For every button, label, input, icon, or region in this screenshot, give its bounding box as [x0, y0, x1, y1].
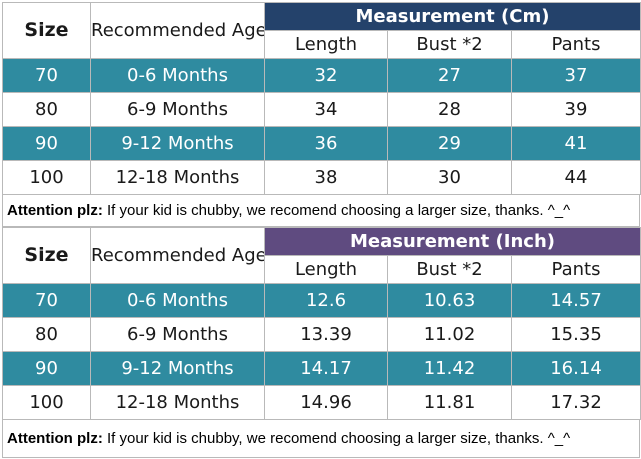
age-cell: 12-18 Months — [90, 160, 265, 195]
length-cell: 34 — [264, 92, 388, 127]
size-cell: 70 — [2, 283, 91, 318]
table-header-row: Size Recommended Age Measurement (Inch) — [2, 227, 641, 284]
table-row: 70 0-6 Months 12.6 10.63 14.57 — [2, 283, 641, 318]
bust-cell: 11.42 — [387, 351, 512, 386]
measurement-cm-header: Measurement (Cm) — [264, 2, 641, 31]
table-row: 70 0-6 Months 32 27 37 — [2, 58, 641, 93]
pants-cell: 41 — [511, 126, 641, 161]
table-row: 90 9-12 Months 14.17 11.42 16.14 — [2, 351, 641, 386]
attention-note-text: If your kid is chubby, we recomend choos… — [102, 202, 571, 219]
attention-note: Attention plz: If your kid is chubby, we… — [2, 194, 640, 227]
measurement-inch-header: Measurement (Inch) — [263, 227, 641, 256]
bust-cell: 30 — [387, 160, 512, 195]
table-row: 80 6-9 Months 34 28 39 — [2, 92, 641, 127]
bust-cell: 11.81 — [387, 385, 512, 420]
age-cell: 6-9 Months — [90, 92, 265, 127]
table-row: 90 9-12 Months 36 29 41 — [2, 126, 641, 161]
table-row: 80 6-9 Months 13.39 11.02 15.35 — [2, 317, 641, 352]
bust-cell: 10.63 — [387, 283, 512, 318]
size-column-header: Size — [2, 2, 91, 59]
age-cell: 0-6 Months — [90, 283, 265, 318]
size-table-cm: Size Recommended Age Measurement (Cm) Le… — [2, 2, 641, 195]
length-cell: 12.6 — [264, 283, 388, 318]
size-cell: 70 — [2, 58, 91, 93]
attention-note-text: If your kid is chubby, we recomend choos… — [102, 430, 571, 447]
length-cell: 14.96 — [264, 385, 388, 420]
bust-cell: 11.02 — [387, 317, 512, 352]
size-table-inch: Size Recommended Age Measurement (Inch) … — [2, 227, 641, 420]
size-cell: 100 — [2, 385, 91, 420]
length-cell: 13.39 — [264, 317, 388, 352]
pants-column-header: Pants — [510, 255, 641, 284]
bust-cell: 29 — [387, 126, 512, 161]
pants-cell: 44 — [511, 160, 641, 195]
pants-cell: 39 — [511, 92, 641, 127]
length-column-header: Length — [264, 255, 388, 284]
age-cell: 0-6 Months — [90, 58, 265, 93]
table-header-row: Size Recommended Age Measurement (Cm) — [2, 2, 641, 59]
bust-cell: 28 — [387, 92, 512, 127]
age-cell: 9-12 Months — [90, 126, 265, 161]
length-cell: 38 — [264, 160, 388, 195]
attention-note: Attention plz: If your kid is chubby, we… — [2, 419, 640, 458]
length-column-header: Length — [264, 30, 388, 59]
table-subheader-row: Length Bust *2 Pants — [3, 30, 641, 59]
size-cell: 80 — [2, 92, 91, 127]
pants-cell: 37 — [511, 58, 641, 93]
table-row: 100 12-18 Months 38 30 44 — [2, 160, 641, 195]
length-cell: 14.17 — [264, 351, 388, 386]
size-cell: 80 — [2, 317, 91, 352]
age-cell: 12-18 Months — [90, 385, 265, 420]
pants-cell: 17.32 — [510, 385, 641, 420]
table-subheader-row: Length Bust *2 Pants — [3, 255, 641, 284]
bust-column-header: Bust *2 — [387, 255, 512, 284]
age-cell: 9-12 Months — [90, 351, 265, 386]
bust-cell: 27 — [387, 58, 512, 93]
size-column-header: Size — [2, 227, 91, 284]
length-cell: 36 — [264, 126, 388, 161]
pants-column-header: Pants — [511, 30, 641, 59]
size-cell: 90 — [2, 126, 91, 161]
attention-note-label: Attention plz: — [7, 430, 103, 447]
bust-column-header: Bust *2 — [387, 30, 512, 59]
attention-note-label: Attention plz: — [7, 202, 103, 219]
table-row: 100 12-18 Months 14.96 11.81 17.32 — [2, 385, 641, 420]
age-column-header: Recommended Age — [90, 227, 265, 284]
age-cell: 6-9 Months — [90, 317, 265, 352]
size-cell: 100 — [2, 160, 91, 195]
age-column-header: Recommended Age — [90, 2, 265, 59]
size-cell: 90 — [2, 351, 91, 386]
length-cell: 32 — [264, 58, 388, 93]
pants-cell: 16.14 — [510, 351, 641, 386]
pants-cell: 14.57 — [510, 283, 641, 318]
pants-cell: 15.35 — [510, 317, 641, 352]
